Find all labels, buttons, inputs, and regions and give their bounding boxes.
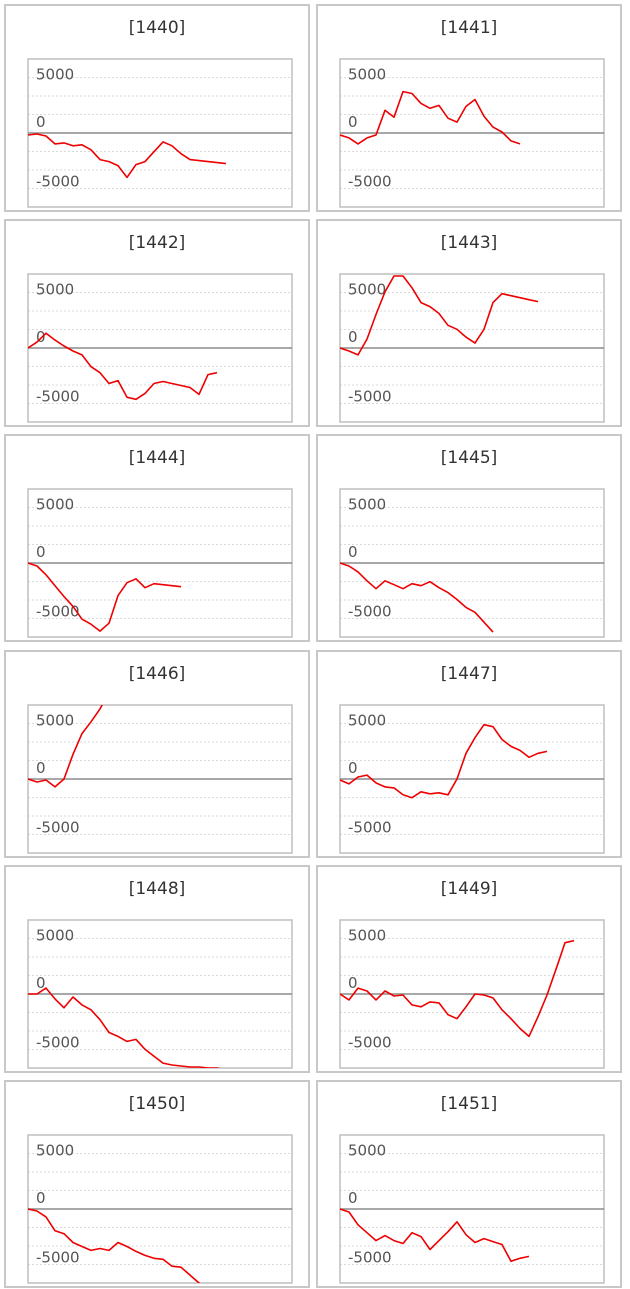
series-line [340, 275, 539, 356]
line-chart: 5000 0 -5000 [339, 1134, 605, 1284]
line-chart: 5000 0 -5000 [27, 919, 293, 1069]
line-chart: 5000 0 -5000 [27, 1134, 293, 1284]
chart-title: [1448] [128, 879, 186, 899]
series-line [340, 562, 494, 633]
chart-panel: [1447] 5000 0 -5000 [316, 650, 622, 858]
y-tick-label: 0 [348, 113, 358, 131]
line-chart: 5000 0 -5000 [339, 488, 605, 638]
y-tick-label: 0 [36, 113, 46, 131]
chart-panel: [1450] 5000 0 -5000 [4, 1080, 310, 1288]
y-tick-label: 5000 [348, 927, 386, 945]
y-tick-label: -5000 [348, 172, 392, 190]
chart-panel: [1443] 5000 0 -5000 [316, 219, 622, 427]
chart-title: [1451] [440, 1094, 498, 1114]
chart-title: [1441] [440, 18, 498, 38]
y-tick-label: 0 [348, 974, 358, 992]
y-tick-label: -5000 [348, 602, 392, 620]
y-tick-label: 0 [348, 759, 358, 777]
y-tick-label: 5000 [36, 281, 74, 299]
y-tick-label: 5000 [36, 496, 74, 514]
series-line [28, 133, 227, 179]
series-line [340, 1208, 530, 1263]
chart-title: [1442] [128, 233, 186, 253]
line-chart: 5000 0 -5000 [339, 273, 605, 423]
series-line [28, 705, 104, 788]
line-chart: 5000 0 -5000 [339, 58, 605, 208]
line-chart: 5000 0 -5000 [27, 58, 293, 208]
chart-title: [1444] [128, 448, 186, 468]
y-tick-label: -5000 [348, 387, 392, 405]
y-tick-label: 0 [36, 328, 46, 346]
line-chart: 5000 0 -5000 [27, 488, 293, 638]
y-tick-label: 0 [36, 974, 46, 992]
y-tick-label: 0 [36, 1189, 46, 1207]
y-tick-label: -5000 [36, 818, 80, 836]
series-line [340, 939, 575, 1038]
series-line [28, 1208, 201, 1283]
series-line [28, 987, 221, 1068]
y-tick-label: 5000 [36, 1142, 74, 1160]
chart-title: [1450] [128, 1094, 186, 1114]
y-tick-label: 5000 [348, 281, 386, 299]
line-chart: 5000 0 -5000 [339, 704, 605, 854]
y-tick-label: -5000 [36, 172, 80, 190]
y-tick-label: 5000 [348, 496, 386, 514]
line-chart: 5000 0 -5000 [27, 273, 293, 423]
y-tick-label: 5000 [36, 927, 74, 945]
series-line [340, 90, 521, 145]
y-tick-label: 5000 [36, 66, 74, 84]
chart-panel: [1448] 5000 0 -5000 [4, 865, 310, 1073]
y-tick-label: -5000 [36, 1248, 80, 1266]
y-tick-label: 0 [36, 759, 46, 777]
chart-panel: [1446] 5000 0 -5000 [4, 650, 310, 858]
chart-title: [1446] [128, 664, 186, 684]
chart-panel: [1451] 5000 0 -5000 [316, 1080, 622, 1288]
chart-panel: [1445] 5000 0 -5000 [316, 434, 622, 642]
chart-title: [1440] [128, 18, 186, 38]
y-tick-label: 5000 [348, 1142, 386, 1160]
line-chart: 5000 0 -5000 [339, 919, 605, 1069]
y-tick-label: 5000 [348, 712, 386, 730]
y-tick-label: -5000 [348, 1248, 392, 1266]
chart-title: [1449] [440, 879, 498, 899]
y-tick-label: 0 [348, 328, 358, 346]
y-tick-label: 0 [36, 543, 46, 561]
y-tick-label: 5000 [36, 712, 74, 730]
y-tick-label: -5000 [36, 1033, 80, 1051]
chart-panel: [1444] 5000 0 -5000 [4, 434, 310, 642]
series-line [340, 723, 548, 799]
series-line [28, 332, 218, 401]
y-tick-label: 0 [348, 1189, 358, 1207]
y-tick-label: -5000 [348, 818, 392, 836]
chart-title: [1445] [440, 448, 498, 468]
chart-panel: [1442] 5000 0 -5000 [4, 219, 310, 427]
line-chart: 5000 0 -5000 [27, 704, 293, 854]
chart-panel: [1440] 5000 0 -5000 [4, 4, 310, 212]
series-line [28, 562, 182, 632]
chart-panel: [1449] 5000 0 -5000 [316, 865, 622, 1073]
chart-title: [1443] [440, 233, 498, 253]
y-tick-label: 0 [348, 543, 358, 561]
chart-title: [1447] [440, 664, 498, 684]
chart-panel: [1441] 5000 0 -5000 [316, 4, 622, 212]
y-tick-label: -5000 [348, 1033, 392, 1051]
y-tick-label: 5000 [348, 66, 386, 84]
y-tick-label: -5000 [36, 387, 80, 405]
y-tick-label: -5000 [36, 602, 80, 620]
